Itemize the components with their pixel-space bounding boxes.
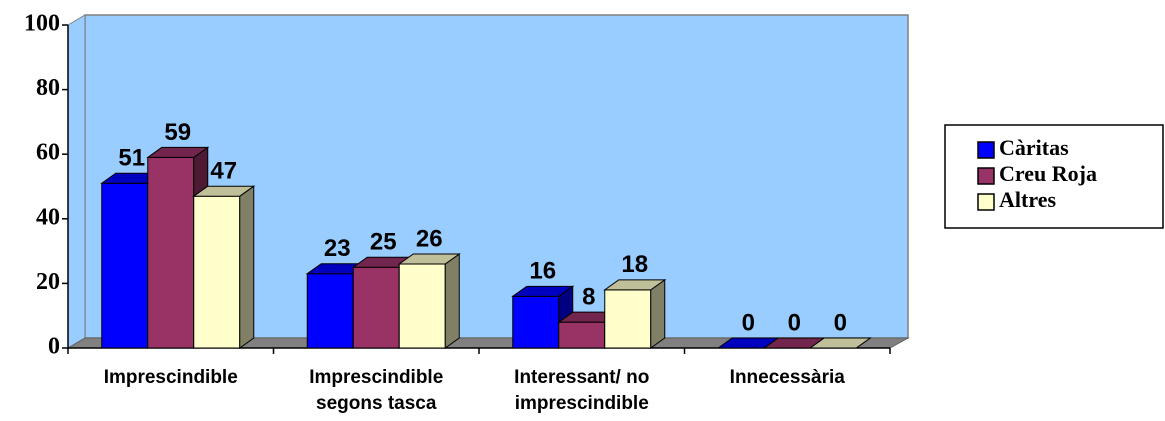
x-tick-label: Innecessària	[730, 367, 846, 388]
bar	[512, 295, 560, 349]
bar-side	[650, 278, 666, 349]
value-label: 59	[164, 119, 191, 146]
bar-side	[239, 185, 255, 349]
legend-label: Altres	[999, 187, 1056, 212]
x-tick-label: Imprescindible	[309, 367, 443, 388]
side-wall	[67, 14, 86, 349]
legend-label: Creu Roja	[999, 161, 1097, 186]
bar	[352, 266, 400, 349]
bar	[101, 182, 149, 349]
y-tick-label: 40	[36, 204, 60, 230]
bar-side	[444, 253, 460, 349]
bar-top	[397, 253, 461, 265]
value-label: 25	[370, 229, 397, 256]
bar	[558, 321, 606, 349]
legend-swatch	[977, 167, 995, 185]
bar-top	[192, 185, 256, 197]
bar	[306, 273, 354, 349]
value-label: 16	[529, 258, 556, 285]
x-tick-label: segons tasca	[316, 393, 437, 414]
value-label: 18	[621, 251, 648, 278]
legend-swatch	[977, 141, 995, 159]
bar-top	[511, 285, 575, 297]
value-label: 0	[742, 309, 755, 336]
y-tick-label: 60	[36, 140, 60, 166]
x-tick-label: Interessant/ no	[514, 367, 649, 388]
bar	[604, 289, 652, 349]
value-label: 26	[416, 225, 443, 252]
value-label: 0	[834, 309, 847, 336]
y-tick-label: 80	[36, 75, 60, 101]
x-tick-label: imprescindible	[515, 393, 649, 414]
x-tick-label: Imprescindible	[104, 367, 238, 388]
value-label: 23	[324, 235, 351, 262]
legend-swatch	[977, 193, 995, 211]
bar	[398, 263, 446, 349]
y-tick-label: 20	[36, 269, 60, 295]
value-label: 8	[582, 284, 595, 311]
bar-top	[603, 279, 667, 291]
value-label: 47	[210, 158, 237, 185]
value-label: 0	[788, 309, 801, 336]
bar	[193, 195, 241, 349]
bar-top	[808, 337, 872, 349]
bar-top	[146, 146, 210, 158]
bar	[147, 156, 195, 349]
value-label: 51	[118, 145, 145, 172]
y-tick-label: 100	[24, 11, 60, 37]
legend-label: Càritas	[999, 135, 1069, 160]
y-tick-label: 0	[48, 334, 60, 360]
